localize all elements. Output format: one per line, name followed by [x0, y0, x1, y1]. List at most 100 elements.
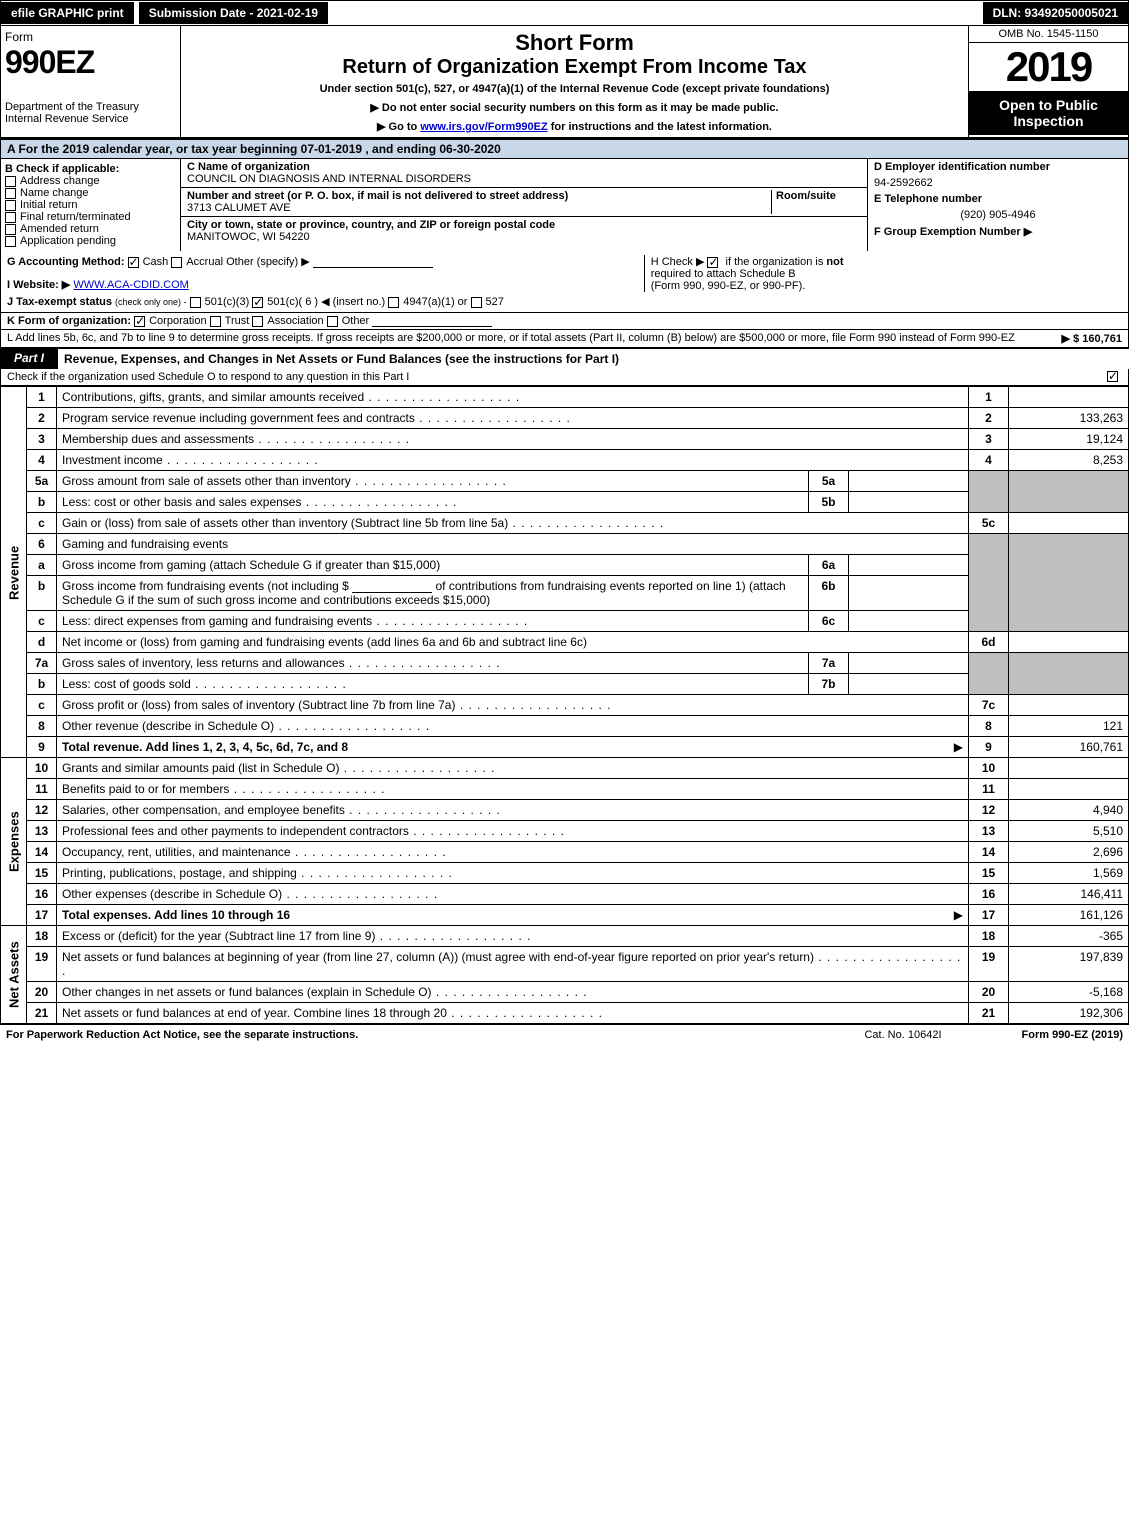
line-5b-text: Less: cost or other basis and sales expe…	[57, 492, 809, 513]
line-6c-sub: 6c	[809, 611, 849, 632]
line-19-val: 197,839	[1009, 947, 1129, 982]
cash-check[interactable]	[128, 257, 139, 268]
assoc-check[interactable]	[252, 316, 263, 327]
line-15-val: 1,569	[1009, 863, 1129, 884]
box-f-label: F Group Exemption Number ▶	[874, 226, 1032, 238]
line-20-num: 20	[969, 982, 1009, 1003]
other-org-input[interactable]	[372, 315, 492, 327]
line-6b-amount-input[interactable]	[352, 581, 432, 593]
name-change-label: Name change	[20, 187, 89, 199]
line-9-num: 9	[969, 737, 1009, 758]
accrual-check[interactable]	[171, 257, 182, 268]
line-3-text: Membership dues and assessments	[57, 429, 969, 450]
line-8-text: Other revenue (describe in Schedule O)	[57, 716, 969, 737]
line-18-text: Excess or (deficit) for the year (Subtra…	[57, 926, 969, 947]
line-4-text: Investment income	[57, 450, 969, 471]
assoc-label: Association	[267, 315, 323, 327]
line-7c-val	[1009, 695, 1129, 716]
line-18-num: 18	[969, 926, 1009, 947]
form-label: Form	[5, 30, 176, 44]
part1-sched-o-check[interactable]	[1107, 371, 1118, 382]
line-6d-text: Net income or (loss) from gaming and fun…	[57, 632, 969, 653]
line-5b-sub: 5b	[809, 492, 849, 513]
cat-no: Cat. No. 10642I	[864, 1029, 941, 1041]
goto-line: ▶ Go to www.irs.gov/Form990EZ for instru…	[191, 120, 958, 133]
line-16-val: 146,411	[1009, 884, 1129, 905]
app-pending-label: Application pending	[20, 235, 116, 247]
dept-label: Department of the Treasury	[5, 101, 176, 113]
final-return-check[interactable]	[5, 212, 16, 223]
line-12-val: 4,940	[1009, 800, 1129, 821]
line-15-num: 15	[969, 863, 1009, 884]
line-14-val: 2,696	[1009, 842, 1129, 863]
other-org-label: Other	[342, 315, 370, 327]
tax-year: 2019	[969, 43, 1128, 91]
expenses-side-label: Expenses	[1, 758, 27, 926]
initial-return-check[interactable]	[5, 200, 16, 211]
line-5a-text: Gross amount from sale of assets other t…	[57, 471, 809, 492]
form-ref: Form 990-EZ (2019)	[1022, 1029, 1123, 1041]
line-21-text: Net assets or fund balances at end of ye…	[57, 1003, 969, 1024]
line-6a-text: Gross income from gaming (attach Schedul…	[57, 555, 809, 576]
line-19-num: 19	[969, 947, 1009, 982]
form-header: Form 990EZ Department of the Treasury In…	[0, 26, 1129, 139]
ein: 94-2592662	[874, 177, 1122, 189]
line-13-num: 13	[969, 821, 1009, 842]
app-pending-check[interactable]	[5, 236, 16, 247]
other-specify-input[interactable]	[313, 256, 433, 268]
line-4-val: 8,253	[1009, 450, 1129, 471]
i-label: I Website: ▶	[7, 279, 70, 291]
goto-pre: ▶ Go to	[377, 121, 420, 133]
line-3-num: 3	[969, 429, 1009, 450]
line-17-val: 161,126	[1009, 905, 1129, 926]
line-20-text: Other changes in net assets or fund bala…	[57, 982, 969, 1003]
4947-label: 4947(a)(1) or	[403, 296, 467, 308]
trust-check[interactable]	[210, 316, 221, 327]
name-change-check[interactable]	[5, 188, 16, 199]
top-bar: efile GRAPHIC print Submission Date - 20…	[0, 0, 1129, 26]
footer: For Paperwork Reduction Act Notice, see …	[0, 1024, 1129, 1045]
l-amount: ▶ $ 160,761	[1052, 332, 1122, 345]
period-row: A For the 2019 calendar year, or tax yea…	[0, 139, 1129, 159]
submission-date: Submission Date - 2021-02-19	[138, 1, 329, 25]
irs-label: Internal Revenue Service	[5, 113, 176, 125]
501c-label: 501(c)( 6 ) ◀ (insert no.)	[267, 296, 385, 308]
line-5c-text: Gain or (loss) from sale of assets other…	[57, 513, 969, 534]
527-check[interactable]	[471, 297, 482, 308]
efile-print-button[interactable]: efile GRAPHIC print	[1, 2, 134, 24]
addr-change-check[interactable]	[5, 176, 16, 187]
corp-check[interactable]	[134, 316, 145, 327]
h-post: if the organization is	[726, 256, 827, 268]
accrual-label: Accrual	[186, 256, 223, 268]
line-21-val: 192,306	[1009, 1003, 1129, 1024]
j-note: (check only one) -	[115, 297, 187, 307]
return-title: Return of Organization Exempt From Incom…	[191, 56, 958, 79]
line-6a-sub: 6a	[809, 555, 849, 576]
irs-link[interactable]: www.irs.gov/Form990EZ	[420, 121, 547, 133]
line-14-text: Occupancy, rent, utilities, and maintena…	[57, 842, 969, 863]
line-8-num: 8	[969, 716, 1009, 737]
org-city: MANITOWOC, WI 54220	[187, 231, 310, 243]
part1-title: Revenue, Expenses, and Changes in Net As…	[58, 348, 1129, 369]
box-c-addr-label: Number and street (or P. O. box, if mail…	[187, 190, 568, 202]
under-section: Under section 501(c), 527, or 4947(a)(1)…	[191, 83, 958, 95]
line-10-num: 10	[969, 758, 1009, 779]
dln: DLN: 93492050005021	[983, 2, 1128, 24]
other-org-check[interactable]	[327, 316, 338, 327]
501c-check[interactable]	[252, 297, 263, 308]
4947-check[interactable]	[388, 297, 399, 308]
line-5c-val	[1009, 513, 1129, 534]
line-7b-sub: 7b	[809, 674, 849, 695]
j-label: J Tax-exempt status	[7, 296, 112, 308]
h-line2: required to attach Schedule B	[651, 268, 1122, 280]
line-8-val: 121	[1009, 716, 1129, 737]
amended-return-check[interactable]	[5, 224, 16, 235]
line-2-text: Program service revenue including govern…	[57, 408, 969, 429]
corp-label: Corporation	[149, 315, 206, 327]
h-check[interactable]	[707, 257, 718, 268]
website-link[interactable]: WWW.ACA-CDID.COM	[73, 279, 188, 291]
501c3-check[interactable]	[190, 297, 201, 308]
line-1-text: Contributions, gifts, grants, and simila…	[57, 387, 969, 408]
line-6-text: Gaming and fundraising events	[57, 534, 969, 555]
line-16-text: Other expenses (describe in Schedule O)	[57, 884, 969, 905]
